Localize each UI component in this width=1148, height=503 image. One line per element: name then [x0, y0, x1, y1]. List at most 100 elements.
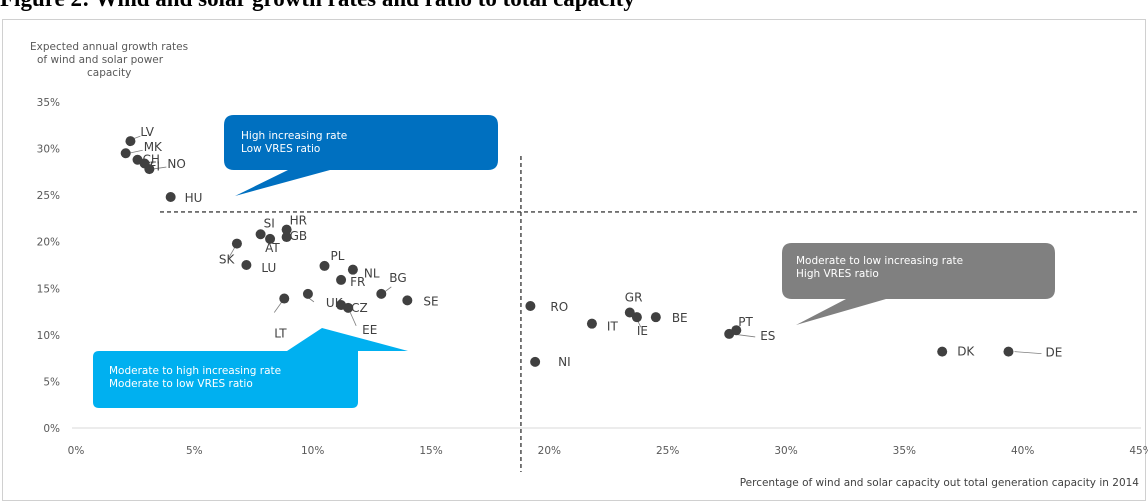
callout-text: Moderate to low increasing rate [796, 255, 963, 267]
point-bg [376, 288, 387, 299]
label-fi: FI [150, 159, 160, 173]
callout-high-rate-low-vres [224, 115, 498, 196]
label-uk: UK [326, 296, 344, 310]
x-tick-label: 0% [68, 445, 85, 457]
label-se: SE [423, 294, 438, 308]
point-lt [279, 293, 290, 304]
x-tick-label: 30% [774, 445, 797, 457]
label-at: AT [265, 241, 280, 255]
point-ee [343, 302, 354, 313]
label-nl: NL [364, 267, 380, 281]
point-gr [624, 307, 635, 318]
point-ro [525, 300, 536, 311]
y-tick-label: 15% [37, 283, 60, 295]
y-axis-label-line: Expected annual growth rates [30, 41, 188, 53]
point-es [724, 328, 735, 339]
label-be: BE [672, 311, 688, 325]
point-sk [231, 238, 242, 249]
point-be [650, 312, 661, 323]
point-lu [241, 260, 252, 270]
label-es: ES [760, 329, 775, 343]
x-tick-label: 45% [1129, 445, 1148, 457]
point-ni [530, 356, 541, 367]
label-it: IT [607, 320, 619, 334]
y-axis-label-line: capacity [87, 67, 131, 79]
data-points [120, 136, 1014, 367]
y-tick-label: 30% [37, 144, 60, 156]
x-tick-label: 15% [419, 445, 442, 457]
x-axis-label-text: Percentage of wind and solar capacity ou… [740, 477, 1140, 489]
chart-frame [2, 19, 1146, 501]
label-gb: GB [290, 229, 308, 243]
point-de [1003, 346, 1014, 357]
point-fr [336, 274, 347, 285]
label-cz: CZ [351, 301, 368, 315]
point-dk [937, 346, 948, 357]
point-si [255, 229, 266, 240]
x-tick-label: 25% [656, 445, 679, 457]
point-at [265, 233, 276, 244]
label-ro: RO [550, 300, 568, 314]
callout-text: Moderate to low VRES ratio [109, 378, 253, 390]
tick-labels: 0% 5% 10% 15% 20% 25% 30% 35% 0% 5% 10% 15% 20% 25% 30… [37, 97, 1148, 457]
label-lt: LT [274, 327, 287, 341]
y-axis-label-line: of wind and solar power [37, 54, 164, 66]
label-pl: PL [331, 249, 345, 263]
leader-line [1014, 351, 1042, 355]
label-ni: NI [558, 355, 571, 369]
point-lv [125, 136, 136, 147]
label-ie: IE [637, 324, 648, 338]
label-ee: EE [362, 323, 377, 337]
y-tick-label: 10% [37, 330, 60, 342]
callout-text: Low VRES ratio [241, 143, 320, 155]
label-lu: LU [261, 261, 276, 275]
callout-text: High VRES ratio [796, 268, 879, 280]
x-tick-label: 35% [893, 445, 916, 457]
callout-text: High increasing rate [241, 130, 347, 142]
figure-title: Figure 2: Wind and solar growth rates an… [0, 0, 635, 12]
label-de: DE [1045, 346, 1062, 360]
point-nl [347, 264, 358, 275]
callout-moderate-high-rate-low-vres [93, 328, 408, 408]
point-it [586, 318, 597, 329]
x-tick-label: 5% [186, 445, 203, 457]
label-si: SI [264, 216, 275, 230]
point-se [402, 295, 413, 306]
x-tick-label: 40% [1011, 445, 1034, 457]
label-mk: MK [144, 140, 163, 154]
y-tick-label: 20% [37, 237, 60, 249]
x-tick-label: 10% [301, 445, 324, 457]
y-tick-label: 35% [37, 97, 60, 109]
leader-line [128, 149, 143, 154]
label-fr: FR [350, 275, 365, 289]
label-sk: SK [219, 253, 236, 267]
point-ie [631, 312, 642, 323]
label-lv: LV [140, 125, 154, 139]
label-pt: PT [738, 315, 753, 329]
point-no [144, 164, 155, 175]
point-gb [281, 232, 292, 243]
label-gr: GR [625, 291, 643, 305]
point-uk [302, 288, 313, 299]
leader-line [152, 166, 167, 170]
point-pl [319, 260, 330, 271]
x-tick-label: 20% [538, 445, 561, 457]
point-mk [120, 148, 131, 159]
x-axis-label: Percentage of wind and solar capacity ou… [740, 477, 1140, 489]
y-tick-label: 5% [43, 376, 60, 388]
label-hu: HU [185, 191, 203, 205]
point-hr [281, 224, 292, 235]
threshold-lines [160, 156, 1139, 472]
y-tick-label: 0% [43, 423, 60, 435]
label-hr: HR [290, 214, 307, 228]
label-dk: DK [957, 345, 975, 359]
label-ch: CH [143, 153, 160, 167]
callout-text: Moderate to high increasing rate [109, 365, 281, 377]
label-bg: BG [389, 271, 406, 285]
callout-moderate-rate-high-vres [782, 243, 1055, 325]
y-tick-label: 25% [37, 190, 60, 202]
